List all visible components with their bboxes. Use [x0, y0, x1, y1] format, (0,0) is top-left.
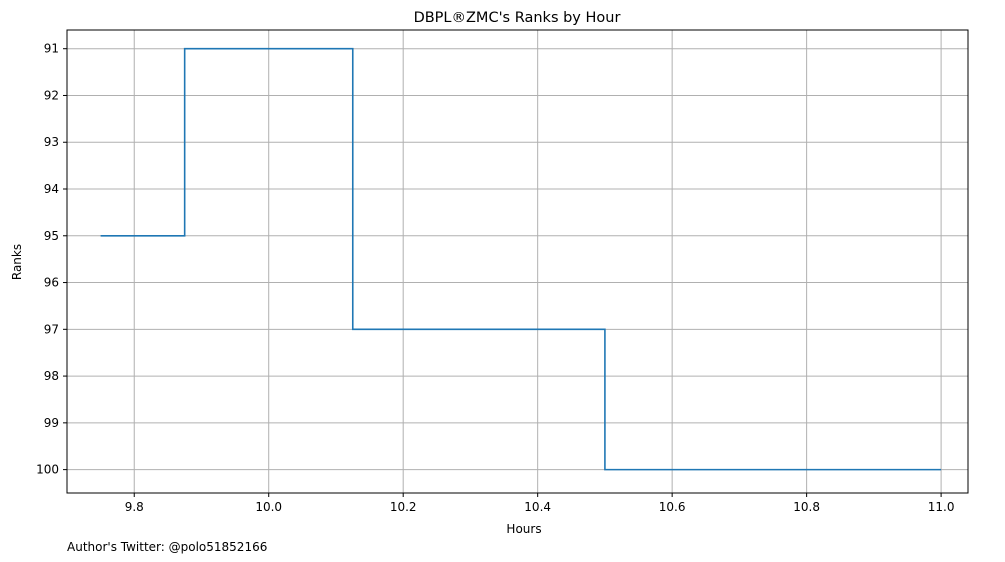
x-axis-title: Hours [506, 522, 541, 536]
y-axis-title: Ranks [10, 244, 24, 280]
plot-frame [66, 29, 969, 494]
y-tick-label: 96 [44, 276, 59, 290]
y-tick-label: 91 [44, 42, 59, 56]
y-tick-label: 93 [44, 135, 59, 149]
y-tick-label: 95 [44, 229, 59, 243]
y-tick-label: 94 [44, 182, 59, 196]
rank-step-line [100, 47, 942, 471]
x-tick-label: 10.4 [524, 500, 551, 514]
y-tick-label: 92 [44, 88, 59, 102]
series-layer [100, 47, 942, 471]
x-tick-label: 10.8 [793, 500, 820, 514]
y-tick-label: 100 [36, 463, 59, 477]
chart-title: DBPL®ZMC's Ranks by Hour [414, 10, 621, 26]
tick-marks [63, 48, 942, 497]
tick-labels: 9.8 10.0 10.2 10.4 10.6 10.8 11.0 91 92 93 94 95 96 9… [36, 42, 954, 514]
x-tick-label: 10.0 [255, 500, 282, 514]
x-tick-label: 10.6 [659, 500, 686, 514]
y-tick-label: 97 [44, 322, 59, 336]
y-tick-label: 98 [44, 369, 59, 383]
y-tick-label: 99 [44, 416, 59, 430]
x-tick-label: 10.2 [390, 500, 417, 514]
author-credit: Author's Twitter: @polo51852166 [67, 540, 267, 554]
x-tick-label: 9.8 [125, 500, 144, 514]
x-tick-label: 11.0 [928, 500, 955, 514]
